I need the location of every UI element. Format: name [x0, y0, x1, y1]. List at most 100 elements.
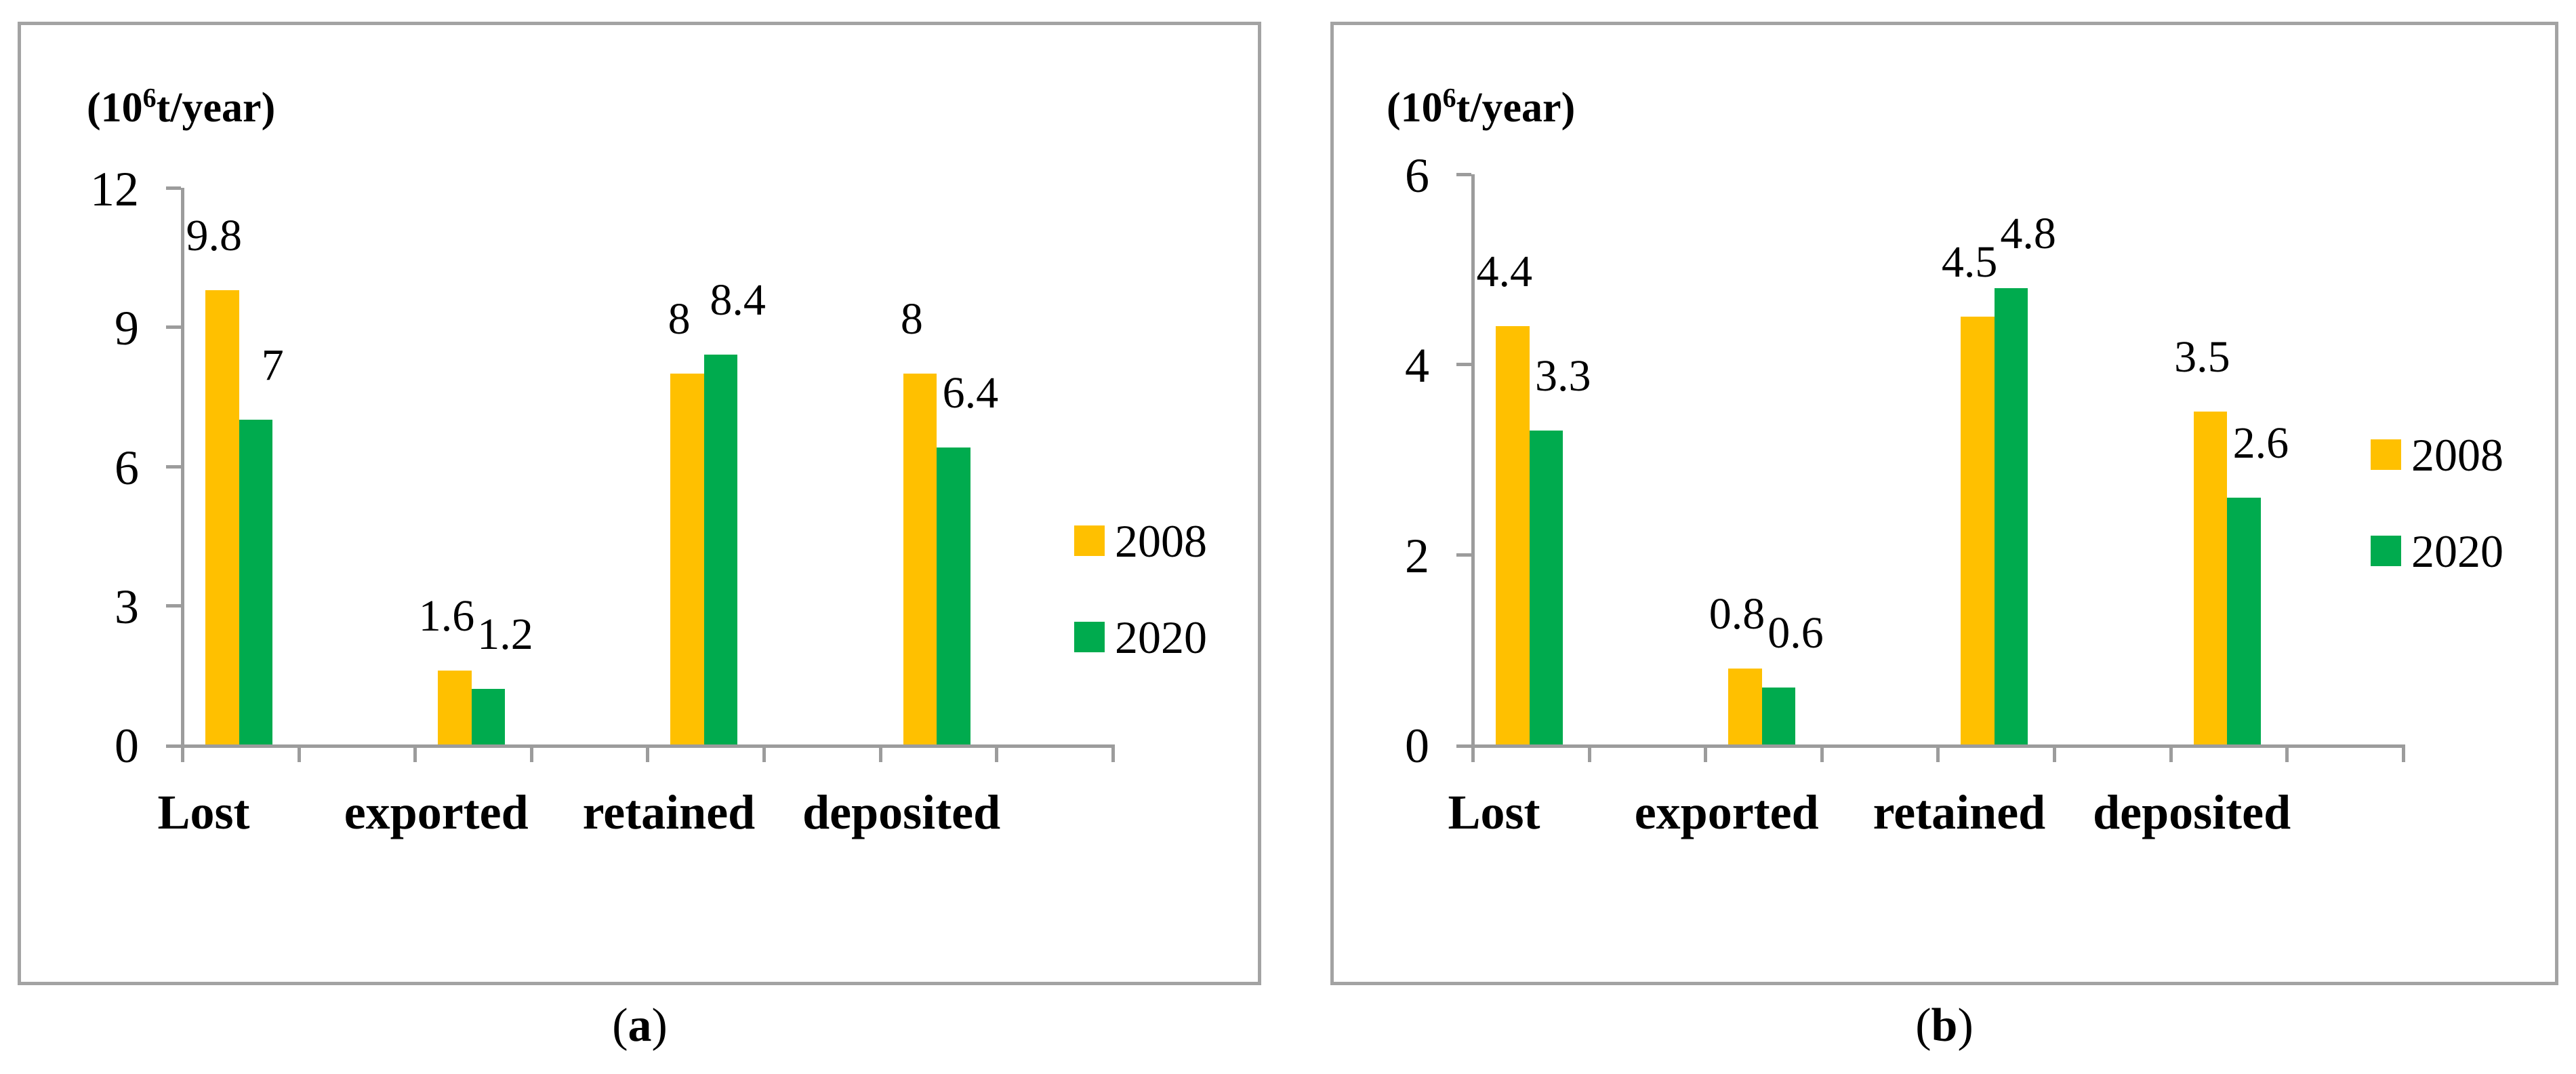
- bar-2008-deposited-a: [903, 373, 937, 744]
- bar-2020-retained-a: [703, 355, 738, 744]
- y-tick-b-2: [1456, 553, 1471, 557]
- legend-item-2008-b: 2008: [2371, 432, 2547, 478]
- x-category-label-lost-a: Lost: [157, 785, 250, 839]
- x-tick-b-8: [2401, 744, 2405, 762]
- x-tick-b-2: [1704, 744, 1708, 762]
- unit-label-exponent: 6: [142, 82, 157, 113]
- data-label-2020-exported-a: 1.2: [477, 609, 533, 659]
- bar-2020-lost-a: [239, 420, 272, 744]
- data-label-2020-retained-b: 4.8: [2000, 209, 2056, 259]
- data-label-2008-retained-a: 8: [668, 294, 691, 344]
- data-label-2020-deposited-b: 2.6: [2232, 418, 2289, 468]
- legend-swatch-2020-icon: [2371, 536, 2401, 566]
- x-tick-a-5: [762, 744, 766, 762]
- data-label-2008-lost-a: 9.8: [186, 210, 243, 260]
- y-tick-a-6: [166, 464, 181, 469]
- x-category-label-exported-a: exported: [344, 785, 529, 839]
- bar-2008-retained-b: [1961, 317, 1995, 744]
- legend-swatch-2020-icon: [1074, 622, 1105, 652]
- unit-label-exponent: 6: [1442, 82, 1456, 113]
- bar-2008-exported-b: [1728, 668, 1762, 744]
- legend-item-2020-b: 2020: [2371, 528, 2547, 574]
- panel-a: [18, 22, 1261, 985]
- x-category-label-deposited-a: deposited: [802, 785, 1001, 839]
- data-label-2008-exported-a: 1.6: [418, 591, 475, 641]
- y-tick-a-3: [166, 603, 181, 608]
- x-tick-a-6: [878, 744, 882, 762]
- y-tick-b-6: [1456, 173, 1471, 176]
- x-category-label-retained-b: retained: [1873, 785, 2046, 839]
- x-category-label-exported-b: exported: [1634, 785, 1819, 839]
- unit-label-prefix: (10: [1387, 85, 1443, 131]
- x-category-label-deposited-b: deposited: [2093, 785, 2291, 839]
- data-label-2008-deposited-a: 8: [900, 294, 923, 344]
- y-tick-label-b-2: 2: [1405, 528, 1429, 583]
- x-axis-line-b: [1456, 744, 2405, 748]
- caption-a: (a): [612, 1002, 668, 1050]
- unit-label-suffix: t/year): [1456, 85, 1576, 131]
- data-label-2008-exported-b: 0.8: [1709, 589, 1765, 639]
- y-tick-label-a-0: 0: [115, 719, 139, 773]
- y-tick-label-a-12: 12: [90, 162, 139, 216]
- caption-a-letter: a: [628, 999, 652, 1052]
- legend-item-2008-a: 2008: [1074, 518, 1250, 564]
- caption-b-close-paren: ): [1957, 999, 1974, 1052]
- x-tick-a-4: [646, 744, 650, 762]
- caption-a-close-paren: ): [651, 999, 668, 1052]
- y-tick-b-4: [1456, 363, 1471, 367]
- data-label-2020-retained-a: 8.4: [710, 275, 766, 325]
- x-tick-b-5: [2053, 744, 2056, 762]
- y-tick-label-a-3: 3: [115, 579, 139, 634]
- x-tick-b-3: [1820, 744, 1824, 762]
- caption-b: (b): [1915, 1002, 1974, 1050]
- bar-2020-deposited-b: [2227, 497, 2261, 744]
- x-tick-a-7: [995, 744, 999, 762]
- y-tick-label-b-4: 4: [1405, 338, 1429, 393]
- bar-2008-retained-a: [670, 373, 704, 744]
- y-axis-unit-label-b: (106t/year): [1387, 84, 1576, 131]
- y-tick-a-12: [166, 186, 181, 190]
- y-tick-a-9: [166, 325, 181, 330]
- x-tick-b-7: [2285, 744, 2289, 762]
- bar-2008-deposited-b: [2193, 412, 2228, 744]
- data-label-2008-retained-b: 4.5: [1941, 237, 1998, 287]
- legend-label-2008: 2008: [2411, 429, 2503, 481]
- bar-2020-exported-b: [1761, 687, 1796, 744]
- x-tick-a-3: [529, 744, 533, 762]
- legend-label-2008: 2008: [1115, 515, 1207, 567]
- bar-2008-lost-b: [1496, 326, 1530, 744]
- legend-label-2020: 2020: [2411, 525, 2503, 577]
- y-axis-unit-label-a: (106t/year): [87, 84, 276, 131]
- data-label-2008-lost-b: 4.4: [1476, 247, 1533, 297]
- caption-b-letter: b: [1931, 999, 1958, 1052]
- caption-a-open-paren: (: [612, 999, 628, 1052]
- x-tick-a-0: [181, 744, 184, 762]
- x-tick-b-1: [1587, 744, 1591, 762]
- x-tick-b-4: [1936, 744, 1940, 762]
- legend-swatch-2008-icon: [2371, 439, 2401, 470]
- bar-2020-exported-a: [471, 688, 506, 744]
- x-tick-a-1: [297, 744, 301, 762]
- y-axis-line-a: [181, 188, 184, 762]
- x-tick-a-2: [413, 744, 417, 762]
- data-label-2008-deposited-b: 3.5: [2174, 332, 2230, 382]
- y-tick-label-a-6: 6: [115, 440, 139, 495]
- caption-b-open-paren: (: [1915, 999, 1931, 1052]
- bar-2020-lost-b: [1529, 431, 1563, 744]
- data-label-2020-lost-b: 3.3: [1535, 351, 1591, 401]
- data-label-2020-exported-b: 0.6: [1767, 608, 1824, 658]
- bar-2020-retained-b: [1994, 288, 2028, 744]
- bar-2008-exported-a: [438, 670, 472, 744]
- x-tick-b-6: [2169, 744, 2173, 762]
- legend-swatch-2008-icon: [1074, 525, 1105, 556]
- x-tick-b-0: [1471, 744, 1475, 762]
- legend-item-2020-a: 2020: [1074, 614, 1250, 660]
- unit-label-suffix: t/year): [156, 85, 276, 131]
- y-axis-line-b: [1471, 174, 1475, 762]
- data-label-2020-lost-a: 7: [261, 340, 284, 391]
- x-category-label-retained-a: retained: [582, 785, 756, 839]
- bar-2020-deposited-a: [937, 447, 970, 744]
- legend-label-2020: 2020: [1115, 612, 1207, 663]
- data-label-2020-deposited-a: 6.4: [942, 368, 999, 418]
